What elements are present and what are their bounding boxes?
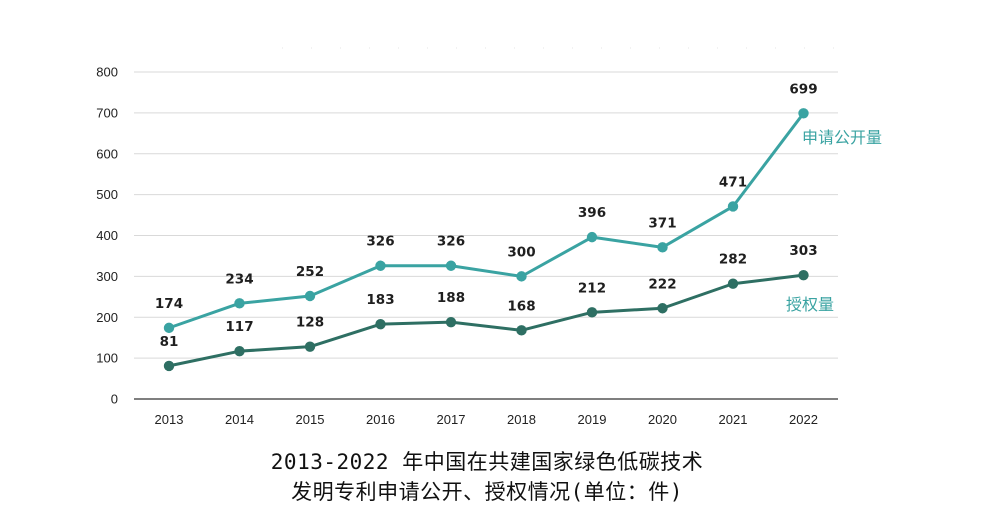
- series-label: 授权量: [786, 295, 834, 314]
- data-point: [657, 242, 668, 253]
- data-label: 471: [719, 174, 747, 190]
- data-point: [798, 269, 809, 281]
- data-label: 222: [648, 276, 676, 292]
- data-label: 128: [296, 315, 324, 331]
- data-point: [586, 307, 598, 318]
- data-point: [375, 318, 386, 330]
- series-lines: [168, 112, 805, 368]
- data-point: [516, 325, 527, 336]
- series-label: 申请公开量: [802, 128, 882, 147]
- data-point: [163, 322, 175, 334]
- grid-lines: [134, 47, 850, 359]
- x-tick-label: 2020: [648, 412, 677, 427]
- data-point: [727, 201, 739, 212]
- data-point: [163, 360, 175, 372]
- x-tick-label: 2016: [366, 412, 395, 427]
- x-tick-label: 2014: [225, 412, 254, 427]
- data-point: [657, 303, 668, 314]
- x-tick-label: 2022: [789, 412, 818, 427]
- data-point: [586, 231, 598, 243]
- data-label: 183: [366, 292, 394, 308]
- y-tick-label: 100: [96, 351, 118, 366]
- x-tick-label: 2015: [296, 412, 325, 427]
- data-label: 326: [366, 234, 394, 250]
- data-point: [516, 271, 527, 282]
- x-axis: 2013 2014 2015 2016 2017 2018 2019 2020 2021 2022: [134, 398, 838, 427]
- data-label: 396: [578, 205, 606, 221]
- y-tick-label: 500: [96, 187, 118, 202]
- data-label: 303: [789, 243, 817, 259]
- series-line: [168, 112, 805, 330]
- data-label: 188: [437, 290, 465, 306]
- y-tick-label: 200: [96, 310, 118, 325]
- data-label: 699: [789, 81, 817, 97]
- y-tick-label: 400: [96, 228, 118, 243]
- x-tick-label: 2021: [719, 412, 748, 427]
- y-tick-label: 300: [96, 269, 118, 284]
- x-tick-label: 2013: [155, 412, 184, 427]
- data-label: 300: [507, 244, 535, 260]
- y-tick-label: 700: [96, 105, 118, 120]
- data-label: 252: [296, 264, 324, 280]
- series-line: [168, 273, 804, 368]
- data-label: 168: [507, 298, 535, 314]
- data-point: [445, 260, 457, 271]
- y-axis: 0 100 200 300 400 500 600 700 800: [96, 65, 118, 407]
- data-label: 234: [225, 271, 253, 287]
- y-tick-label: 600: [96, 146, 118, 161]
- data-point: [798, 108, 809, 119]
- data-point: [234, 298, 245, 309]
- chart-subtitle: 发明专利申请公开、授权情况(单位：件): [291, 480, 683, 504]
- y-tick-label: 0: [111, 392, 118, 407]
- x-tick-label: 2018: [507, 412, 536, 427]
- series-points: [163, 108, 809, 372]
- x-tick-label: 2017: [437, 412, 466, 427]
- data-point: [375, 260, 386, 271]
- x-tick-label: 2019: [578, 412, 607, 427]
- data-point: [445, 316, 457, 328]
- y-tick-label: 800: [96, 65, 118, 80]
- data-label: 117: [225, 319, 253, 335]
- data-point: [727, 278, 739, 289]
- data-label: 282: [719, 252, 747, 268]
- data-label: 174: [155, 296, 183, 312]
- data-labels: 174 234 252 326 326 300 396 371 471 699 81 117 128 18…: [155, 81, 818, 350]
- data-label: 212: [578, 280, 606, 296]
- data-label: 326: [437, 234, 465, 250]
- data-point: [304, 290, 316, 302]
- data-label: 81: [160, 334, 179, 350]
- data-point: [304, 341, 316, 352]
- chart-title: 2013-2022 年中国在共建国家绿色低碳技术: [270, 450, 704, 474]
- data-point: [234, 345, 245, 357]
- data-label: 371: [648, 215, 676, 231]
